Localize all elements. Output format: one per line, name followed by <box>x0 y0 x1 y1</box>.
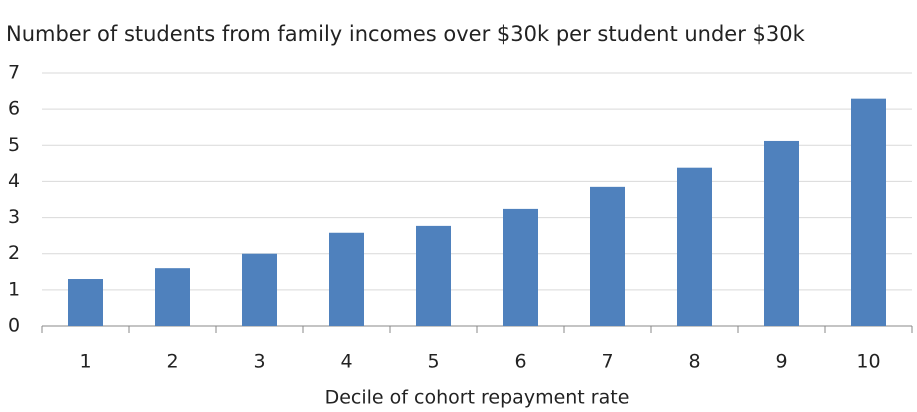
bar <box>329 232 364 326</box>
y-tick-label: 5 <box>8 134 20 156</box>
bar <box>68 279 103 326</box>
x-tick-label: 3 <box>253 351 265 373</box>
x-axis-title: Decile of cohort repayment rate <box>325 387 630 409</box>
bar <box>416 225 451 326</box>
chart-title: Number of students from family incomes o… <box>6 22 806 46</box>
x-tick-label: 4 <box>340 351 352 373</box>
bar <box>242 253 277 326</box>
y-tick-label: 0 <box>8 315 20 337</box>
y-tick-label: 4 <box>8 170 20 192</box>
x-tick-label: 10 <box>856 351 880 373</box>
y-tick-label: 3 <box>8 206 20 228</box>
x-tick-label: 5 <box>427 351 439 373</box>
bar <box>590 186 625 326</box>
x-tick-label: 9 <box>775 351 787 373</box>
y-tick-label: 1 <box>8 278 20 300</box>
x-tick-label: 1 <box>79 351 91 373</box>
x-tick-label: 2 <box>166 351 178 373</box>
bar <box>677 167 712 326</box>
y-tick-label: 6 <box>8 98 20 120</box>
bar <box>851 98 886 326</box>
bar <box>155 268 190 326</box>
x-tick-label: 6 <box>514 351 526 373</box>
bar <box>764 140 799 326</box>
bar <box>503 208 538 326</box>
y-tick-label: 2 <box>8 242 20 264</box>
y-tick-label: 7 <box>8 62 20 84</box>
x-tick-label: 7 <box>601 351 613 373</box>
x-tick-label: 8 <box>688 351 700 373</box>
